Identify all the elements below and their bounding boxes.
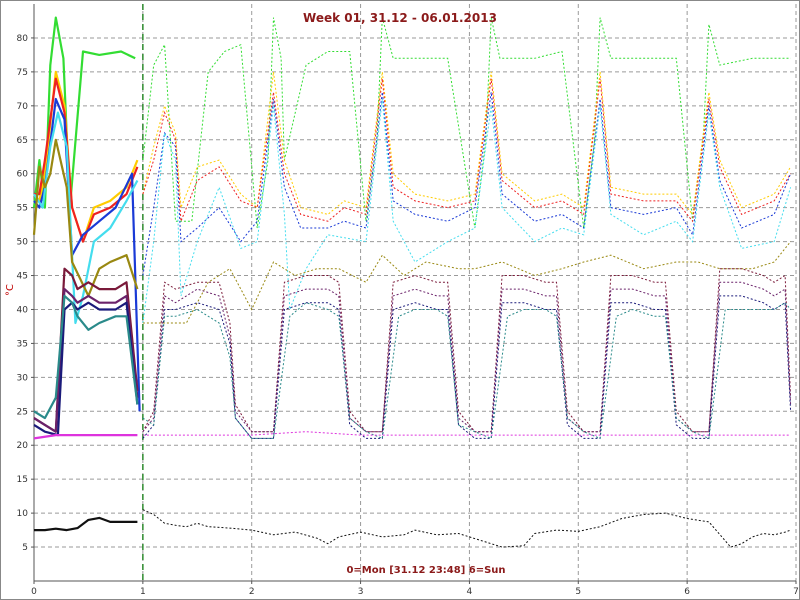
series-12-history-line <box>142 509 791 548</box>
series-7-history-line <box>142 268 792 433</box>
series-8-current-line <box>33 288 139 433</box>
y-tick-label: 15 <box>17 475 28 485</box>
y-tick-label: 10 <box>17 509 29 519</box>
series-9-current-line <box>33 301 139 437</box>
series-6-current-line <box>32 138 139 297</box>
y-tick-label: 70 <box>17 102 29 112</box>
y-tick-label: 35 <box>17 339 28 349</box>
series-5-history-line <box>142 98 792 324</box>
series-5-current-line <box>33 111 139 325</box>
x-tick-label: 7 <box>793 587 799 597</box>
x-tick-label: 1 <box>140 587 146 597</box>
y-tick-label: 65 <box>17 136 28 146</box>
y-tick-label: 20 <box>17 441 29 451</box>
series-12-current-line <box>34 516 138 532</box>
series-10-current-line <box>33 294 139 420</box>
y-tick-label: 75 <box>17 68 28 78</box>
x-tick-label: 3 <box>358 587 364 597</box>
y-tick-label: 30 <box>17 373 29 383</box>
series-3-current-line <box>34 77 139 243</box>
series-10-history-line <box>142 302 791 440</box>
series-9-history-line <box>142 295 792 439</box>
x-axis-label: 0=Mon [31.12 23:48] 6=Sun <box>346 565 505 576</box>
x-tick-label: 6 <box>684 587 690 597</box>
series-6-history-line <box>142 241 791 324</box>
x-tick-label: 4 <box>467 587 473 597</box>
y-axis-label: °C <box>5 284 16 296</box>
series-group <box>32 16 792 548</box>
series-3-history-line <box>142 78 792 223</box>
series-4-history-line <box>142 92 792 276</box>
y-tick-label: 5 <box>22 543 28 553</box>
y-tick-label: 55 <box>17 204 28 214</box>
series-11-history-line <box>142 431 791 436</box>
chart-title: Week 01, 31.12 - 06.01.2013 <box>303 11 497 25</box>
series-11-current-line <box>33 434 138 440</box>
series-1-history-line <box>142 17 791 229</box>
y-tick-label: 25 <box>17 407 28 417</box>
y-tick-label: 80 <box>17 34 29 44</box>
y-tick-label: 50 <box>17 238 29 248</box>
x-tick-label: 2 <box>249 587 255 597</box>
y-tick-label: 60 <box>17 170 29 180</box>
y-tick-label: 40 <box>17 305 29 315</box>
y-tick-label: 45 <box>17 272 28 282</box>
x-tick-label: 5 <box>575 587 581 597</box>
x-tick-label: 0 <box>31 587 37 597</box>
